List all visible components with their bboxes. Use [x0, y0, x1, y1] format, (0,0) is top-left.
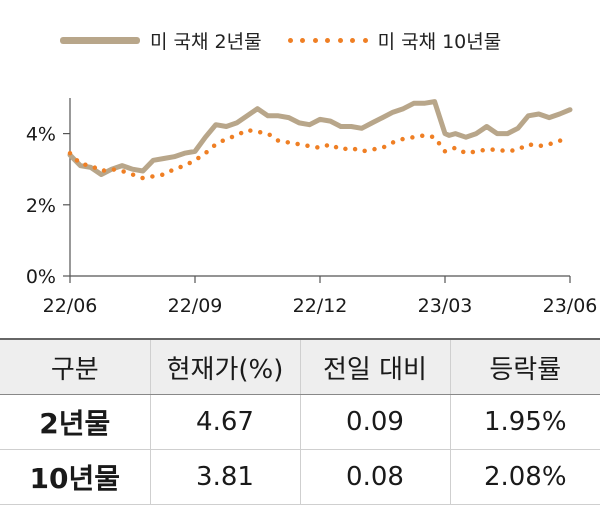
cell-current-price: 4.67 — [149, 394, 300, 450]
series-line-2y — [67, 99, 573, 177]
y-tick-label: 2% — [26, 195, 56, 217]
row-label: 10년물 — [0, 449, 150, 505]
x-tick-label: 22/06 — [43, 295, 98, 317]
cell-current-price: 3.81 — [149, 449, 300, 505]
cell-change: 0.08 — [299, 449, 450, 505]
table-row: 2년물 4.67 0.09 1.95% — [0, 394, 600, 450]
table-row: 10년물 3.81 0.08 2.08% — [0, 449, 600, 505]
legend-item-2y: 미 국채 2년물 — [60, 27, 262, 54]
yield-line-chart: 0% 2% 4% 22/06 22/09 22/12 23/03 23/06 — [26, 98, 598, 317]
cell-change-rate: 1.95% — [449, 394, 600, 450]
legend-item-10y: 미 국채 10년물 — [287, 27, 502, 54]
x-tick-label: 22/12 — [293, 295, 348, 317]
chart-legend: 미 국채 2년물 미 국채 10년물 — [60, 24, 501, 56]
legend-label-2y: 미 국채 2년물 — [150, 30, 262, 53]
y-tick-label: 4% — [26, 124, 56, 146]
cell-change: 0.09 — [299, 394, 450, 450]
y-tick-label: 0% — [26, 266, 56, 288]
legend-swatch-2y — [60, 36, 140, 44]
series-line-10y — [67, 127, 573, 181]
x-tick-label: 22/09 — [168, 295, 223, 317]
x-tick-label: 23/03 — [418, 295, 473, 317]
x-tick-label: 23/06 — [543, 295, 598, 317]
table-header-row: 구분 현재가(%) 전일 대비 등락률 — [0, 338, 600, 395]
header-change: 전일 대비 — [299, 338, 450, 395]
yield-summary-table: 구분 현재가(%) 전일 대비 등락률 2년물 4.67 0.09 1.95% … — [0, 338, 600, 505]
cell-change-rate: 2.08% — [449, 449, 600, 505]
header-category: 구분 — [0, 338, 150, 395]
legend-swatch-10y — [287, 36, 368, 44]
header-change-rate: 등락률 — [449, 338, 600, 395]
header-current-price: 현재가(%) — [149, 338, 300, 395]
row-label: 2년물 — [0, 394, 150, 450]
legend-label-10y: 미 국채 10년물 — [377, 30, 502, 53]
